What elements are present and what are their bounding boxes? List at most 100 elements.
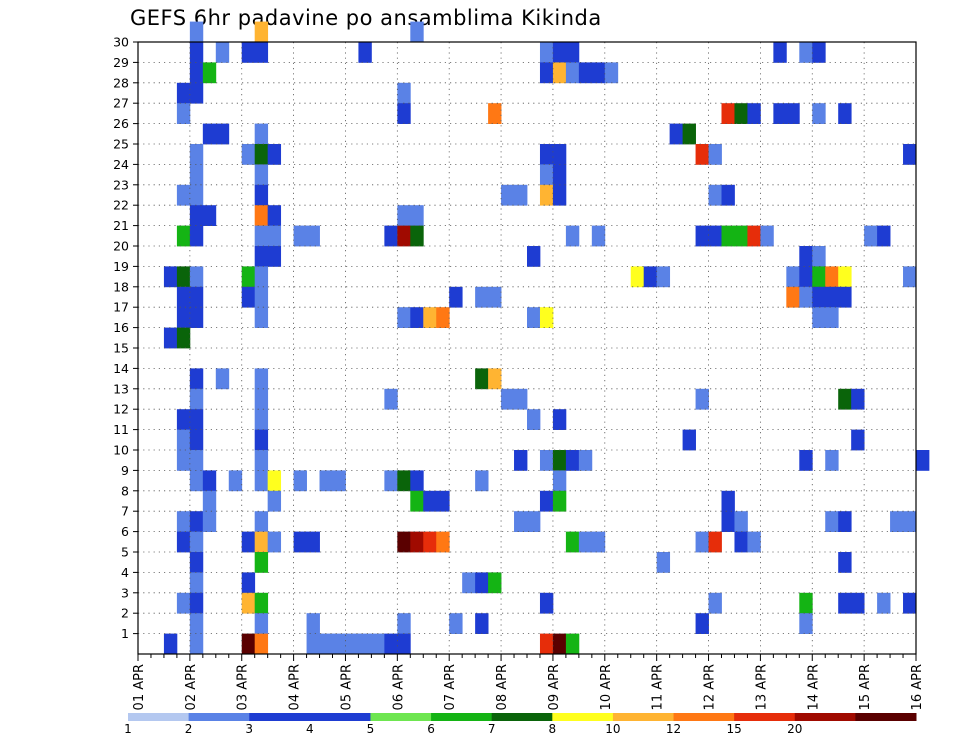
heatmap-cell [449,286,463,308]
heatmap-cell [462,572,476,594]
legend-label: 3 [245,722,253,736]
heatmap-cell [410,307,424,328]
heatmap-cell [514,388,528,410]
heatmap-cell [358,633,372,655]
heatmap-cell [267,246,282,267]
x-tick-label: 05 APR [339,664,354,710]
heatmap-cell [539,490,554,512]
heatmap-cell [721,184,735,206]
heatmap-cell [189,552,204,573]
x-tick-label: 10 APR [599,664,614,710]
heatmap-cell [552,633,567,655]
heatmap-cell [838,388,852,410]
y-tick-label: 7 [121,504,129,519]
x-tick-label: 15 APR [858,664,873,710]
heatmap-cell [254,511,269,532]
y-tick-label: 6 [121,524,129,539]
heatmap-cell [254,592,269,614]
heatmap-cell [591,62,606,84]
heatmap-cell [410,21,424,43]
heatmap-cell [189,409,204,430]
heatmap-cell [254,307,269,328]
heatmap-cell [254,531,269,553]
legend-label: 12 [666,722,681,736]
y-tick-label: 27 [113,96,129,111]
heatmap-cell [293,225,307,247]
heatmap-cell [267,531,282,553]
heatmap-cell [488,368,502,390]
heatmap-cell [202,205,217,226]
heatmap-cell [552,144,567,165]
heatmap-cell [319,633,333,655]
heatmap-cell [747,531,761,553]
y-tick-label: 8 [121,483,129,498]
heatmap-cell [254,429,269,451]
heatmap-cell [241,286,256,308]
heatmap-cell [176,82,191,104]
heatmap-cell [254,368,269,390]
heatmap-cell [552,490,567,512]
x-tick-label: 06 APR [391,664,406,710]
legend-label: 2 [185,722,193,736]
y-tick-label: 16 [113,320,129,335]
heatmap-cell [682,429,696,451]
y-tick-label: 20 [113,239,129,254]
heatmap-cell [163,633,178,655]
heatmap-cell [669,123,683,145]
heatmap-cell [306,633,320,655]
heatmap-cell [812,42,826,63]
heatmap-cell [708,144,722,165]
heatmap-cell [241,592,256,614]
heatmap-cell [734,531,748,553]
heatmap-cell [552,450,567,471]
heatmap-cell [812,286,826,308]
heatmap-cell [475,286,489,308]
heatmap-cell [799,450,813,471]
heatmap-cell [306,613,320,634]
heatmap-cell [176,531,191,553]
heatmap-cell [695,144,709,165]
legend-color-swatch [734,713,796,721]
x-tick-label: 09 APR [547,664,562,710]
x-tick-label: 11 APR [651,664,666,710]
heatmap-cell [241,266,256,288]
heatmap-cell [475,613,489,634]
heatmap-cell [254,450,269,471]
x-tick-label: 13 APR [754,664,769,710]
heatmap-cell [202,511,217,532]
heatmap-cell [189,511,204,532]
heatmap-cell [384,633,398,655]
legend-label: 5 [367,722,375,736]
heatmap-cell [903,511,917,532]
heatmap-cell [812,307,826,328]
heatmap-cell [877,225,891,247]
heatmap-cell [176,184,191,206]
heatmap-cell [539,633,554,655]
heatmap-cell [578,450,593,471]
heatmap-cell [903,144,917,165]
heatmap-cell [436,490,450,512]
heatmap-cell [254,552,269,573]
heatmap-cell [176,103,191,124]
heatmap-cell [332,633,346,655]
heatmap-cell [215,368,230,390]
heatmap-cell [202,470,217,492]
heatmap-cell [838,511,852,532]
heatmap-cell [721,225,735,247]
x-tick-label: 02 APR [184,664,199,710]
heatmap-cell [189,62,204,84]
heatmap-cell [877,592,891,614]
heatmap-cell [332,470,346,492]
heatmap-cell [410,531,424,553]
heatmap-cell [708,531,722,553]
heatmap-cell [488,286,502,308]
heatmap-cell [721,511,735,532]
heatmap-cell [527,246,541,267]
heatmap-cell [708,592,722,614]
heatmap-cell [410,490,424,512]
heatmap-cell [656,266,671,288]
heatmap-cell [514,450,528,471]
heatmap-cell [760,225,774,247]
heatmap-cell [747,225,761,247]
heatmap-cell [565,62,580,84]
